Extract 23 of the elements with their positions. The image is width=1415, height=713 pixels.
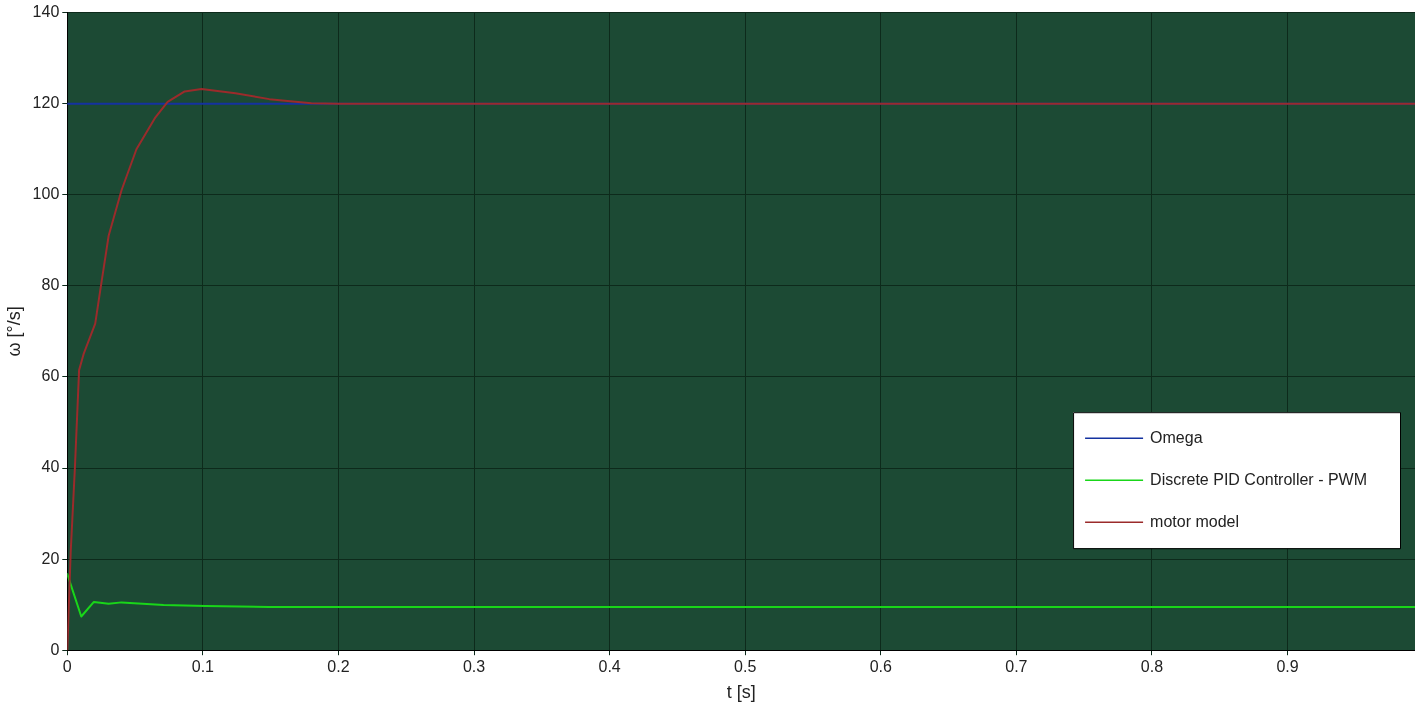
y-tick-label: 80 [41,276,60,294]
y-tick-label: 100 [32,185,60,203]
x-tick-label: 0.7 [1005,658,1028,676]
legend-label: Discrete PID Controller - PWM [1150,470,1367,488]
x-tick-label: 0 [62,658,72,676]
y-tick-label: 20 [41,549,60,567]
y-tick-label: 60 [41,367,60,385]
x-tick-label: 0.2 [327,658,350,676]
y-axis-title: ω [°/s] [3,306,24,357]
x-tick-label: 0.9 [1276,658,1299,676]
x-tick-label: 0.6 [869,658,893,676]
x-tick-label: 0.4 [598,658,621,676]
legend-label: Omega [1150,428,1203,446]
legend-label: motor model [1150,512,1239,530]
y-tick-label: 0 [50,640,60,658]
x-tick-label: 0.1 [191,658,215,676]
y-tick-label: 140 [32,3,60,21]
y-tick-label: 120 [32,94,60,112]
x-tick-label: 0.5 [734,658,757,676]
x-axis-title: t [s] [726,682,756,703]
x-tick-label: 0.8 [1140,658,1164,676]
x-tick-label: 0.3 [462,658,486,676]
y-tick-label: 40 [41,458,60,476]
